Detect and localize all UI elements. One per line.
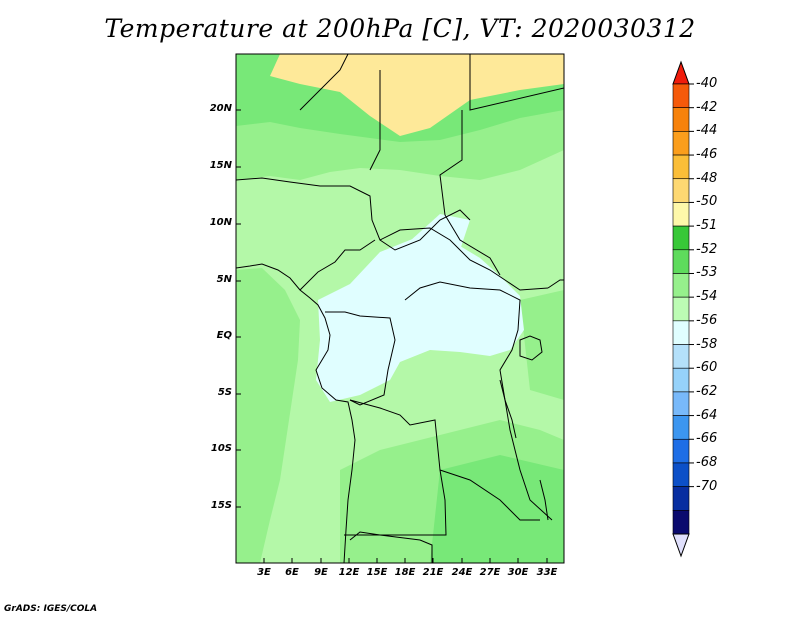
- colorbar-segment: [672, 296, 690, 322]
- colorbar-segment: [672, 225, 690, 251]
- longitude-label: 3E: [257, 567, 271, 578]
- field-band-southeast: [430, 455, 564, 563]
- border-namibia: [344, 534, 433, 563]
- field-band-west-coast: [236, 268, 300, 563]
- colorbar-segment: [672, 391, 690, 416]
- colorbar-segment: [672, 249, 690, 274]
- border-cameroon: [299, 239, 376, 291]
- longitude-label: 30E: [507, 567, 529, 578]
- border-libya-chad: [369, 70, 381, 171]
- border-egypt: [469, 54, 564, 111]
- colorbar-segment: [672, 131, 690, 156]
- longitude-label: 18E: [394, 567, 416, 578]
- colorbar-segment: [672, 320, 690, 345]
- colorbar-segment: [672, 486, 690, 511]
- colorbar-label: -58: [696, 336, 718, 352]
- colorbar-top-arrow: [672, 60, 690, 85]
- border-sahara: [299, 54, 349, 111]
- border-east-africa: [547, 279, 564, 289]
- coastline-west: [236, 263, 356, 563]
- longitude-label: 33E: [536, 567, 558, 578]
- colorbar-label: -40: [696, 76, 718, 91]
- colorbar-label: -62: [696, 383, 718, 399]
- border-sudan: [439, 110, 501, 276]
- border-nigeria-north: [236, 177, 471, 251]
- colorbar-segment: [672, 154, 690, 180]
- colorbar-segment: [672, 83, 690, 108]
- field-band-sahara-warm: [270, 54, 470, 136]
- longitude-label: 9E: [314, 567, 328, 578]
- longitude-label: 27E: [479, 567, 501, 578]
- lake-tanganyika: [499, 379, 517, 439]
- colorbar-segment: [672, 273, 690, 298]
- latitude-label: 10S: [210, 443, 232, 454]
- lake-victoria: [519, 335, 543, 361]
- colorbar-bottom-arrow: [672, 533, 690, 558]
- colorbar-segment: [672, 344, 690, 369]
- longitude-label: 24E: [451, 567, 473, 578]
- colorbar-segment: [672, 202, 690, 227]
- field-band-central-cold: [316, 236, 524, 402]
- colorbar-label: -64: [696, 407, 718, 423]
- colorbar-label: -52: [696, 241, 718, 257]
- border-congo: [325, 311, 396, 406]
- colorbar-segment: [672, 415, 690, 440]
- colorbar-segment: [672, 178, 690, 203]
- colorbar-segment: [672, 438, 690, 464]
- chart-title: Temperature at 200hPa [C], VT: 202003031…: [104, 14, 696, 43]
- latitude-label: 20N: [209, 103, 232, 114]
- field-band-ne-warm: [470, 54, 564, 100]
- colorbar-label: -56: [696, 312, 718, 328]
- axis-ticks: [236, 109, 548, 563]
- border-car: [379, 227, 549, 291]
- colorbar-segment: [672, 510, 690, 535]
- latitude-label: 5N: [216, 274, 232, 285]
- temperature-field: [236, 54, 564, 563]
- colorbar-label: -53: [696, 265, 718, 281]
- colorbar-label: -54: [696, 289, 718, 305]
- longitude-label: 12E: [338, 567, 360, 578]
- latitude-label: 15S: [210, 500, 232, 511]
- longitude-label: 21E: [422, 567, 444, 578]
- colorbar-label: -68: [696, 454, 718, 470]
- border-zambia: [439, 469, 540, 521]
- colorbar: [672, 60, 694, 558]
- colorbar-label: -42: [696, 99, 718, 115]
- country-borders: [236, 54, 564, 563]
- colorbar-label: -44: [696, 123, 718, 139]
- colorbar-label: -66: [696, 431, 718, 447]
- latitude-label: EQ: [216, 330, 232, 341]
- longitude-label: 6E: [285, 567, 299, 578]
- colorbar-label: -51: [696, 218, 718, 234]
- latitude-label: 5S: [217, 387, 232, 398]
- colorbar-label: -50: [696, 194, 718, 210]
- border-drc-east: [404, 281, 553, 521]
- map-frame: [235, 53, 565, 564]
- colorbar-segment: [672, 462, 690, 487]
- field-band-east: [520, 290, 564, 400]
- colorbar-label: -70: [696, 478, 718, 494]
- credit-text: GrADS: IGES/COLA: [4, 604, 98, 614]
- colorbar-label: -46: [696, 147, 718, 163]
- latitude-label: 10N: [209, 217, 232, 228]
- latitude-label: 15N: [209, 160, 232, 171]
- colorbar-segment: [672, 107, 690, 132]
- lake-malawi: [539, 479, 549, 521]
- colorbar-segment: [672, 367, 690, 393]
- colorbar-label: -60: [696, 360, 718, 376]
- longitude-label: 15E: [366, 567, 388, 578]
- colorbar-label: -48: [696, 170, 718, 186]
